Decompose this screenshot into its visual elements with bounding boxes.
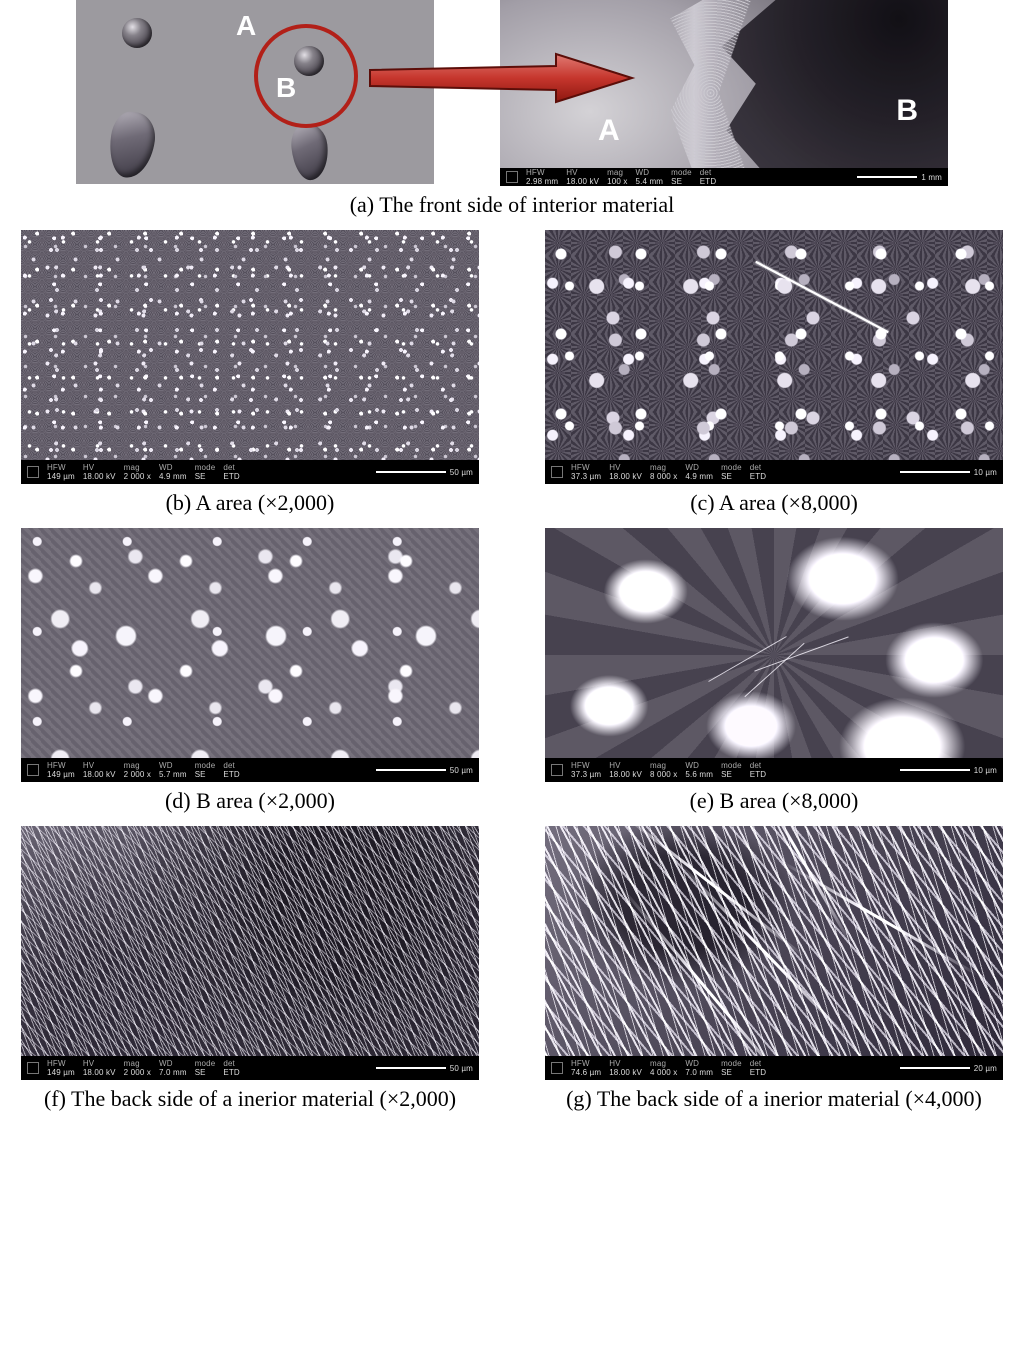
caption-f: (f) The back side of a inerior material … [44, 1086, 456, 1112]
panel-f: HFW149 µm HV18.00 kV mag2 000 x WD7.0 mm… [21, 826, 479, 1112]
caption-b: (b) A area (×2,000) [166, 490, 335, 516]
panel-a-left: A B [76, 0, 434, 184]
figure-container: A B A B HFW2.98 mm HV18.00 kV mag100 x W… [0, 0, 1024, 1122]
label-A-left: A [236, 10, 256, 42]
panel-e: HFW37.3 µm HV18.00 kV mag8 000 x WD5.6 m… [545, 528, 1003, 814]
sem-banner-c: HFW37.3 µm HV18.00 kV mag8 000 x WD4.9 m… [545, 460, 1003, 484]
panel-d: HFW149 µm HV18.00 kV mag2 000 x WD5.7 mm… [21, 528, 479, 814]
row-bc: HFW149 µm HV18.00 kV mag2 000 x WD4.9 mm… [20, 230, 1004, 516]
panel-a-right: A B HFW2.98 mm HV18.00 kV mag100 x WD5.4… [500, 0, 948, 186]
red-circle [254, 24, 358, 128]
caption-d: (d) B area (×2,000) [165, 788, 335, 814]
panel-c: HFW37.3 µm HV18.00 kV mag8 000 x WD4.9 m… [545, 230, 1003, 516]
sem-banner-a: HFW2.98 mm HV18.00 kV mag100 x WD5.4 mm … [500, 168, 948, 186]
label-B-right: B [896, 94, 918, 128]
caption-c: (c) A area (×8,000) [690, 490, 858, 516]
label-A-right: A [598, 114, 620, 148]
panel-g: HFW74.6 µm HV18.00 kV mag4 000 x WD7.0 m… [545, 826, 1003, 1112]
row-fg: HFW149 µm HV18.00 kV mag2 000 x WD7.0 mm… [20, 826, 1004, 1112]
caption-g: (g) The back side of a inerior material … [566, 1086, 982, 1112]
sem-banner-d: HFW149 µm HV18.00 kV mag2 000 x WD5.7 mm… [21, 758, 479, 782]
sem-banner-b: HFW149 µm HV18.00 kV mag2 000 x WD4.9 mm… [21, 460, 479, 484]
caption-e: (e) B area (×8,000) [690, 788, 859, 814]
sem-banner-e: HFW37.3 µm HV18.00 kV mag8 000 x WD5.6 m… [545, 758, 1003, 782]
caption-a: (a) The front side of interior material [20, 192, 1004, 218]
sem-banner-f: HFW149 µm HV18.00 kV mag2 000 x WD7.0 mm… [21, 1056, 479, 1080]
sem-banner-g: HFW74.6 µm HV18.00 kV mag4 000 x WD7.0 m… [545, 1056, 1003, 1080]
row-de: HFW149 µm HV18.00 kV mag2 000 x WD5.7 mm… [20, 528, 1004, 814]
row-a: A B A B HFW2.98 mm HV18.00 kV mag100 x W… [20, 0, 1004, 186]
panel-b: HFW149 µm HV18.00 kV mag2 000 x WD4.9 mm… [21, 230, 479, 516]
